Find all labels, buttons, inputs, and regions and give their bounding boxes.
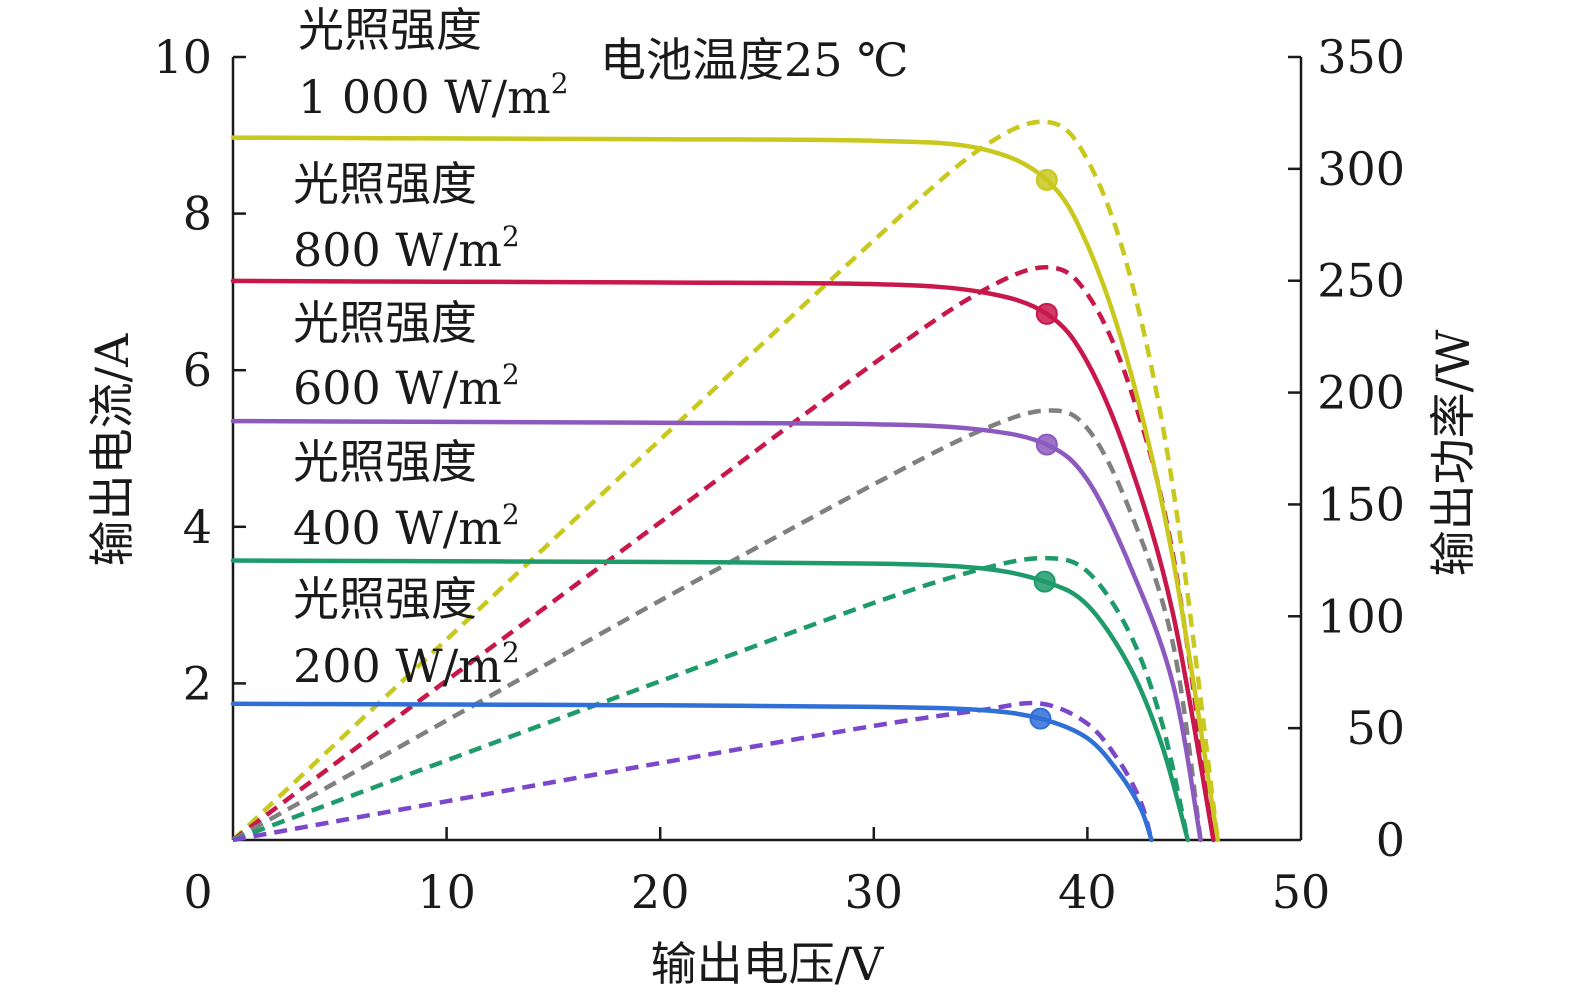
legend-label-superscript: 2 <box>502 498 520 531</box>
x-tick-label: 40 <box>1058 865 1117 919</box>
legend-label-superscript: 2 <box>502 636 520 669</box>
y-right-tick-label: 200 <box>1317 366 1405 420</box>
y-right-tick-label: 100 <box>1317 589 1405 643</box>
legend-label-title: 光照强度 <box>293 157 477 211</box>
x-tick-label: 0 <box>183 865 212 919</box>
power-curve <box>232 700 1154 843</box>
y-right-tick-label: 300 <box>1317 142 1405 196</box>
y-left-tick-label: 10 <box>153 30 212 84</box>
x-tick-label: 50 <box>1272 865 1331 919</box>
y-left-tick-label: 4 <box>183 500 212 554</box>
x-axis-title: 输出电压/V <box>651 937 884 991</box>
y-left-tick-label: 6 <box>183 343 212 397</box>
current-curve <box>230 135 1220 843</box>
legend-label-value-text: 400 W/m <box>293 501 502 555</box>
legend-label-superscript: 2 <box>551 67 569 100</box>
x-tick-label: 20 <box>631 865 690 919</box>
legend-label-title: 光照强度 <box>293 296 477 350</box>
y-left-tick-label: 2 <box>183 656 212 710</box>
mpp-marker <box>1035 302 1058 325</box>
legend-label-superscript: 2 <box>502 358 520 391</box>
curves-layer <box>230 119 1220 843</box>
legend-label-value: 400 W/m2 <box>293 498 520 555</box>
legend-label-value: 200 W/m2 <box>293 636 520 693</box>
mpp-marker <box>1035 168 1058 191</box>
x-tick-label: 30 <box>845 865 904 919</box>
legend-label-value-text: 1 000 W/m <box>298 70 551 124</box>
legend-label-value-text: 200 W/m <box>293 639 502 693</box>
mpp-marker <box>1035 433 1058 456</box>
current-curve <box>230 278 1216 843</box>
legend-label-title: 光照强度 <box>298 3 482 57</box>
mpp-marker <box>1029 707 1052 730</box>
legend-label-value-text: 600 W/m <box>293 361 502 415</box>
labels-layer: 电池温度25 ℃ 输出电压/V 输出电流/A 输出功率/W 光照强度 1 000 … <box>85 3 1480 991</box>
y-right-tick-label: 250 <box>1317 254 1405 308</box>
power-curve <box>231 408 1203 842</box>
y-left-axis-title: 输出电流/A <box>85 333 139 566</box>
legend-label-superscript: 2 <box>502 220 520 253</box>
legend-label-title: 光照强度 <box>293 572 477 626</box>
current-curve <box>230 418 1203 843</box>
x-tick-label: 10 <box>417 865 476 919</box>
mpp-markers-layer <box>1029 168 1058 730</box>
y-left-tick-label: 8 <box>183 187 212 241</box>
mpp-marker <box>1033 570 1056 593</box>
y-right-tick-label: 150 <box>1317 477 1405 531</box>
power-curve <box>232 555 1190 843</box>
legend-label-value-text: 800 W/m <box>293 223 502 277</box>
legend-label-title: 光照强度 <box>293 435 477 489</box>
y-right-axis-title: 输出功率/W <box>1426 329 1480 576</box>
current-curve <box>230 701 1154 843</box>
y-right-tick-label: 0 <box>1376 813 1405 867</box>
y-right-tick-label: 50 <box>1346 701 1405 755</box>
legend-label-value: 1 000 W/m2 <box>298 67 569 124</box>
temperature-annotation: 电池温度25 ℃ <box>600 33 909 87</box>
current-curve <box>230 558 1191 843</box>
legend-label-value: 800 W/m2 <box>293 220 520 277</box>
y-right-tick-label: 350 <box>1317 30 1405 84</box>
legend-label-value: 600 W/m2 <box>293 358 520 415</box>
